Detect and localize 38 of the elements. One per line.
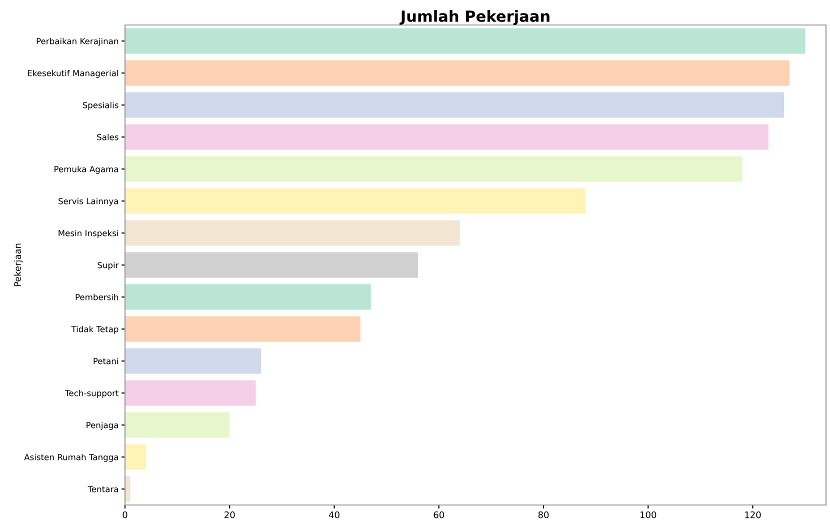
x-tick-label: 40 (328, 511, 340, 518)
y-tick-label: Supir (98, 262, 119, 270)
bar (125, 124, 768, 150)
y-tick-label: Ekesekutif Managerial (28, 70, 118, 78)
x-tick-label: 0 (122, 511, 128, 518)
y-tick-label: Pembersih (76, 294, 118, 300)
bar (125, 156, 742, 182)
bar (125, 316, 360, 342)
y-tick-label: Spesialis (82, 102, 118, 110)
y-tick-label: Tentara (88, 486, 118, 492)
bar (125, 380, 256, 406)
x-tick-label: 20 (224, 511, 235, 518)
y-tick-label: Petani (94, 358, 118, 364)
bar (125, 252, 418, 278)
bar (125, 284, 371, 310)
y-tick-label: Asisten Rumah Tangga (24, 454, 118, 462)
bar (125, 28, 806, 54)
bar (125, 220, 460, 246)
bar (125, 60, 790, 86)
bar (125, 348, 262, 374)
y-tick-label: Servis Lainnya (58, 198, 118, 206)
y-axis-title: Pekerjaan (14, 244, 23, 286)
x-tick-label: 80 (538, 511, 549, 518)
bar (125, 188, 586, 214)
y-tick-label: Penjaga (86, 422, 118, 430)
chart-title: Jumlah Pekerjaan (400, 10, 550, 25)
bar (125, 92, 784, 118)
y-tick-label: Perbaikan Kerajinan (36, 38, 118, 46)
y-tick-label: Tidak Tetap (71, 326, 118, 334)
y-tick-label: Sales (97, 134, 118, 140)
y-tick-label: Pemuka Agama (54, 166, 118, 174)
bar (125, 444, 146, 470)
x-tick-label: 100 (640, 511, 656, 518)
y-tick-label: Tech-support (65, 390, 119, 398)
y-tick-label: Mesin Inspeksi (58, 230, 118, 238)
x-tick-label: 60 (434, 511, 444, 518)
x-tick-label: 120 (745, 511, 761, 518)
bar (125, 412, 230, 438)
